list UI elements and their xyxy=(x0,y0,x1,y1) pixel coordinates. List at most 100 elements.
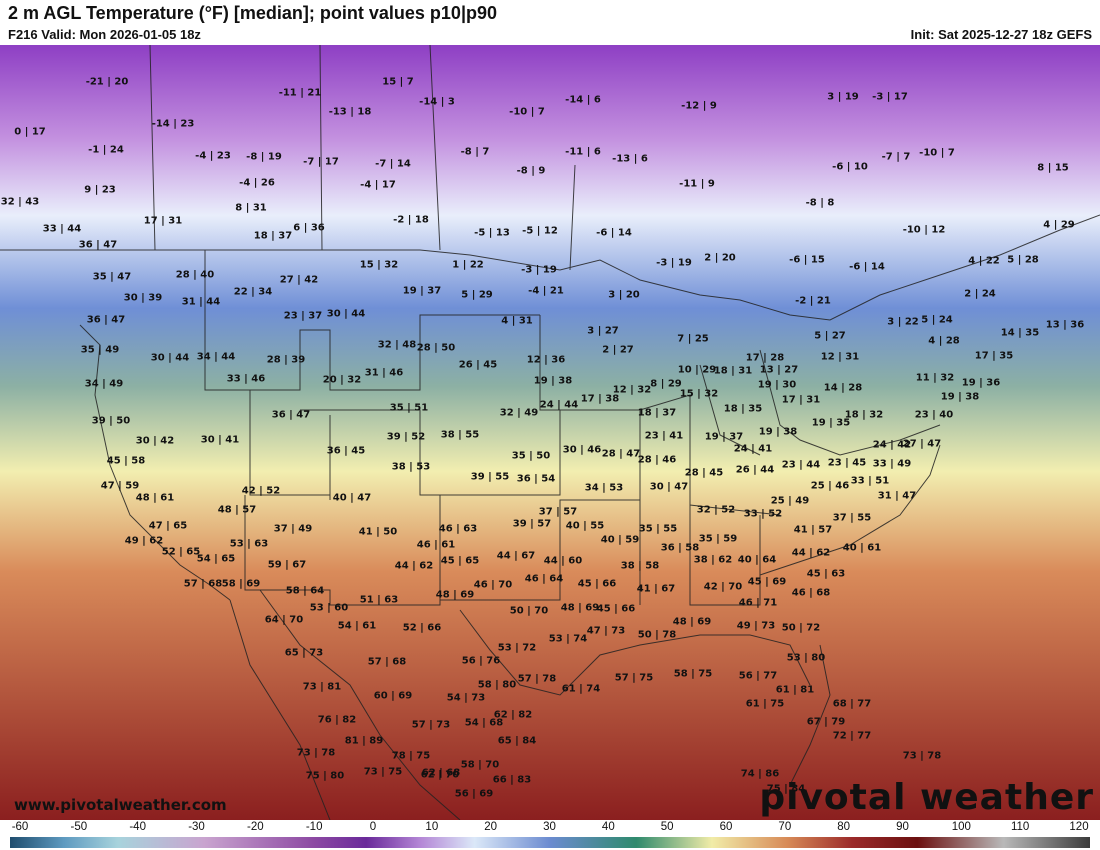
point-value-label: 4 | 22 xyxy=(968,255,1000,267)
point-value-label: 8 | 29 xyxy=(650,378,682,390)
point-value-label: -5 | 12 xyxy=(522,225,558,237)
point-value-label: 18 | 32 xyxy=(844,409,884,421)
point-value-label: 32 | 52 xyxy=(696,504,736,516)
colorbar-tick-label: -50 xyxy=(70,821,88,833)
point-value-label: 19 | 35 xyxy=(811,417,851,429)
point-value-label: 46 | 64 xyxy=(524,573,564,585)
point-value-label: -7 | 17 xyxy=(303,156,339,168)
point-value-label: -4 | 17 xyxy=(360,179,396,191)
point-value-label: 24 | 44 xyxy=(539,399,579,411)
point-value-label: -8 | 9 xyxy=(516,165,546,177)
point-value-label: 18 | 37 xyxy=(637,407,677,419)
point-value-label: 46 | 63 xyxy=(438,523,478,535)
colorbar-tick-label: 20 xyxy=(484,821,498,833)
point-value-label: -8 | 7 xyxy=(460,146,490,158)
point-value-label: 28 | 47 xyxy=(601,448,641,460)
point-value-label: 17 | 28 xyxy=(745,352,785,364)
point-value-label: 34 | 44 xyxy=(196,351,236,363)
point-value-label: 30 | 41 xyxy=(200,434,240,446)
point-value-label: -6 | 10 xyxy=(832,161,868,173)
point-value-label: 44 | 67 xyxy=(496,550,536,562)
point-value-label: -3 | 19 xyxy=(521,264,557,276)
point-value-label: 36 | 47 xyxy=(86,314,126,326)
point-value-label: 45 | 66 xyxy=(577,578,617,590)
point-value-label: 67 | 79 xyxy=(806,716,846,728)
point-value-label: 15 | 32 xyxy=(679,388,719,400)
point-value-label: 48 | 69 xyxy=(560,602,600,614)
point-value-label: 35 | 51 xyxy=(389,402,429,414)
point-value-label: -10 | 7 xyxy=(509,106,545,118)
point-value-label: 57 | 78 xyxy=(517,673,557,685)
point-value-label: 23 | 45 xyxy=(827,457,867,469)
point-value-label: 4 | 28 xyxy=(928,335,960,347)
point-value-label: 50 | 78 xyxy=(637,629,677,641)
point-value-label: 30 | 39 xyxy=(123,292,163,304)
point-value-label: 40 | 64 xyxy=(737,554,777,566)
point-value-label: 74 | 86 xyxy=(740,768,780,780)
point-value-label: 2 | 27 xyxy=(602,344,634,356)
point-value-label: 3 | 20 xyxy=(608,289,640,301)
point-value-label: -3 | 19 xyxy=(656,257,692,269)
point-value-label: 41 | 67 xyxy=(636,583,676,595)
colorbar-tick-label: 80 xyxy=(837,821,851,833)
point-value-label: 19 | 38 xyxy=(533,375,573,387)
point-value-label: 75 | 80 xyxy=(305,770,345,782)
point-value-label: 46 | 70 xyxy=(473,579,513,591)
point-value-label: 39 | 50 xyxy=(91,415,131,427)
point-value-label: 35 | 50 xyxy=(511,450,551,462)
point-value-label: 23 | 44 xyxy=(781,459,821,471)
point-value-label: 41 | 57 xyxy=(793,524,833,536)
point-value-label: 50 | 72 xyxy=(781,622,821,634)
point-value-label: 35 | 55 xyxy=(638,523,678,535)
point-value-label: 1 | 22 xyxy=(452,259,484,271)
point-value-label: -4 | 21 xyxy=(528,285,564,297)
point-value-label: 54 | 68 xyxy=(464,717,504,729)
point-value-label: 58 | 64 xyxy=(285,585,325,597)
point-value-label: 59 | 67 xyxy=(267,559,307,571)
point-value-label: 81 | 89 xyxy=(344,735,384,747)
pivotal-weather-logo: pivotal weather xyxy=(759,777,1094,818)
point-value-label: 12 | 32 xyxy=(612,384,652,396)
point-value-label: 45 | 63 xyxy=(806,568,846,580)
point-value-label: -11 | 9 xyxy=(679,178,715,190)
colorbar-tick-label: -30 xyxy=(188,821,205,833)
point-value-label: 53 | 80 xyxy=(786,652,826,664)
point-value-label: 38 | 55 xyxy=(440,429,480,441)
point-value-label: 62 | 82 xyxy=(493,709,533,721)
point-value-label: 56 | 69 xyxy=(454,788,494,800)
website-url[interactable]: www.pivotalweather.com xyxy=(14,796,227,814)
point-value-label: 19 | 37 xyxy=(704,431,744,443)
point-value-label: 23 | 37 xyxy=(283,310,323,322)
point-value-label: 38 | 58 xyxy=(620,560,660,572)
point-value-label: 17 | 38 xyxy=(580,393,620,405)
point-value-label: 33 | 49 xyxy=(872,458,912,470)
map-boundaries xyxy=(0,45,1100,820)
point-value-label: 35 | 47 xyxy=(92,271,132,283)
point-value-label: 44 | 62 xyxy=(791,547,831,559)
point-value-label: 28 | 50 xyxy=(416,342,456,354)
point-value-label: 54 | 61 xyxy=(337,620,377,632)
point-value-label: -3 | 17 xyxy=(872,91,908,103)
point-value-label: -6 | 15 xyxy=(789,254,825,266)
point-value-label: 19 | 38 xyxy=(940,391,980,403)
point-value-label: 26 | 45 xyxy=(458,359,498,371)
point-value-label: 47 | 59 xyxy=(100,480,140,492)
temperature-map[interactable]: -21 | 20 -11 | 21 15 | 7 -14 | 3 -14 | 6 -12 … xyxy=(0,45,1100,820)
point-value-label: 52 | 65 xyxy=(161,546,201,558)
colorbar-tick-label: 30 xyxy=(543,821,556,833)
point-value-label: 37 | 49 xyxy=(273,523,313,535)
point-value-label: 28 | 39 xyxy=(266,354,306,366)
point-value-label: 46 | 61 xyxy=(416,539,456,551)
point-value-label: 58 | 69 xyxy=(221,578,261,590)
valid-time: F216 Valid: Mon 2026-01-05 18z xyxy=(8,27,201,42)
point-value-label: 57 | 68 xyxy=(367,656,407,668)
point-value-label: 33 | 52 xyxy=(743,508,783,520)
point-value-label: -10 | 7 xyxy=(919,147,955,159)
point-value-label: -4 | 26 xyxy=(239,177,275,189)
point-value-label: 18 | 35 xyxy=(723,403,763,415)
point-value-label: 8 | 31 xyxy=(235,202,267,214)
point-value-label: 5 | 24 xyxy=(921,314,953,326)
point-value-label: 22 | 34 xyxy=(233,286,273,298)
point-value-label: 62 | 70 xyxy=(420,769,460,781)
point-value-label: 48 | 69 xyxy=(672,616,712,628)
